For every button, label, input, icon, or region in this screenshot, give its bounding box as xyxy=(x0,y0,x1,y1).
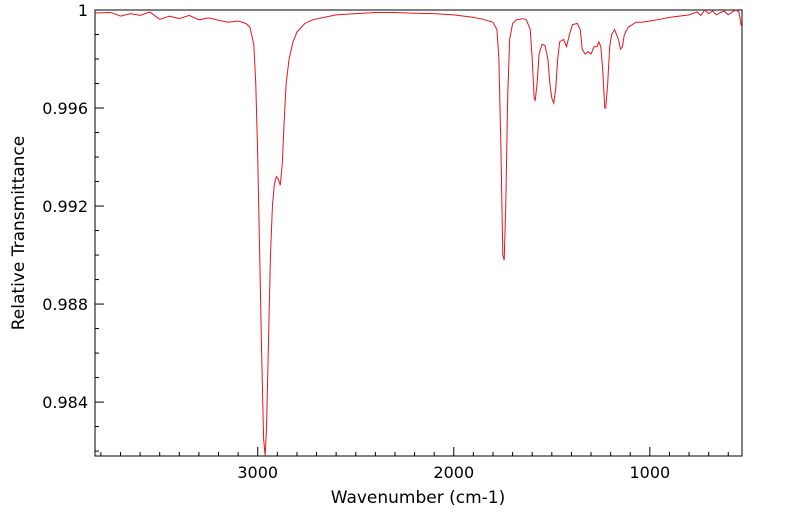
y-tick-label: 0.996 xyxy=(42,99,88,118)
x-tick-label: 3000 xyxy=(237,463,278,482)
y-axis-title: Relative Transmittance xyxy=(9,136,29,331)
y-tick-label: 0.988 xyxy=(42,295,88,314)
x-tick-label: 2000 xyxy=(433,463,474,482)
plot-frame xyxy=(94,9,743,457)
y-tick-label: 0.992 xyxy=(42,197,88,216)
y-tick-label: 1 xyxy=(78,1,88,20)
x-axis-title: Wavenumber (cm-1) xyxy=(331,488,506,508)
spectrum-series-line xyxy=(94,9,743,457)
axis-tick-labels: 3000 2000 1000 1 0.996 0.992 0.988 0.984 xyxy=(42,1,670,482)
axis-ticks xyxy=(95,9,729,456)
x-tick-label: 1000 xyxy=(629,463,670,482)
y-tick-label: 0.984 xyxy=(42,393,88,412)
